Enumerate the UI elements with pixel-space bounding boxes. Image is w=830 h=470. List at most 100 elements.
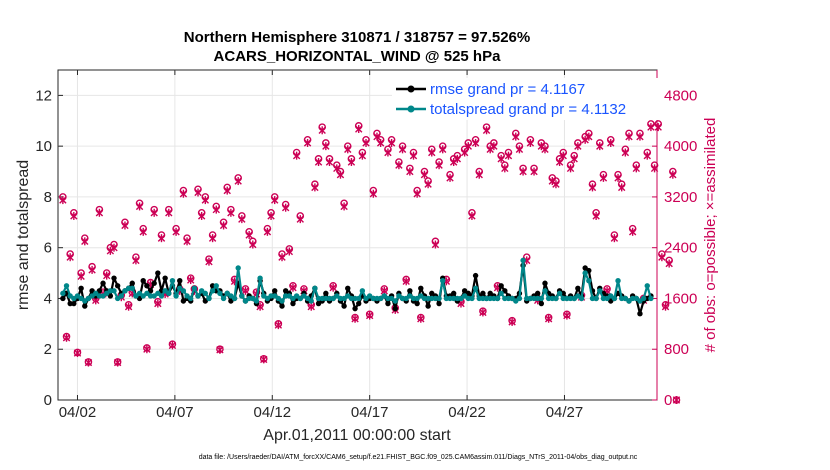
x-tick-label-5: 04/27	[546, 404, 584, 421]
assimilated-marker	[143, 345, 151, 354]
rmse-point	[534, 290, 541, 297]
assimilated-marker	[669, 170, 677, 179]
chart-title-line1: Northern Hemisphere 310871 / 318757 = 97…	[184, 29, 530, 46]
assimilated-marker	[135, 202, 144, 211]
assimilated-marker	[84, 358, 93, 367]
assimilated-marker	[347, 158, 356, 167]
assimilated-marker	[70, 211, 78, 220]
x-tick-label-0: 04/02	[59, 404, 97, 421]
totalspread-point	[640, 295, 647, 302]
totalspread-point	[597, 288, 603, 294]
rmse-point	[480, 290, 486, 297]
assimilated-marker	[59, 196, 67, 205]
assimilated-marker	[314, 158, 323, 167]
assimilated-marker	[285, 247, 294, 256]
assimilated-marker	[621, 148, 630, 157]
assimilated-marker	[468, 211, 476, 220]
assimilated-marker	[617, 183, 626, 192]
assimilated-marker	[515, 145, 524, 154]
totalspread-point	[60, 290, 66, 297]
totalspread-point	[648, 295, 654, 302]
assimilated-marker	[599, 173, 608, 182]
assimilated-marker	[260, 355, 268, 364]
rmse-point	[78, 285, 84, 292]
assimilated-marker	[201, 196, 210, 205]
legend-rmse-label: rmse grand pr = 4.1167	[430, 81, 585, 98]
totalspread-point	[206, 295, 212, 302]
assimilated-marker	[81, 237, 89, 246]
assimilated-marker	[150, 208, 158, 217]
y-right-tick-label-5: 4000	[664, 138, 697, 155]
totalspread-point	[217, 290, 223, 297]
assimilated-marker	[614, 173, 622, 182]
assimilated-marker	[355, 125, 363, 134]
assimilated-marker	[340, 202, 348, 211]
assimilated-marker	[187, 276, 195, 285]
totalspread-point	[209, 288, 216, 294]
totalspread-point	[312, 285, 318, 292]
totalspread-point	[166, 290, 172, 297]
totalspread-point	[239, 293, 245, 299]
assimilated-marker	[168, 341, 177, 350]
rmse-point	[100, 280, 106, 286]
assimilated-marker	[289, 283, 297, 292]
totalspread-point	[158, 293, 165, 299]
assimilated-marker	[73, 349, 82, 358]
assimilated-marker	[278, 253, 286, 262]
assimilated-marker	[563, 311, 571, 320]
rmse-point	[272, 288, 278, 294]
assimilated-marker	[172, 227, 180, 236]
assimilated-marker	[541, 145, 549, 154]
assimilated-marker	[121, 221, 129, 230]
x-axis-label: Apr.01,2011 00:00:00 start	[263, 427, 451, 444]
rmse-point	[538, 300, 545, 307]
rmse-point	[323, 290, 329, 297]
x-tick-label-3: 04/17	[351, 404, 389, 421]
left-y-axis: 0 2 4 6 8 10 12	[35, 87, 63, 409]
totalspread-point	[279, 298, 285, 304]
rmse-point	[279, 303, 285, 309]
assimilated-marker	[632, 164, 640, 173]
rmse-point	[414, 300, 420, 307]
assimilated-marker	[318, 126, 326, 135]
assimilated-marker	[446, 173, 454, 182]
data-file-footnote: data file: /Users/raeder/DAI/ATM_forcXX/…	[199, 454, 638, 461]
totalspread-point	[257, 275, 263, 281]
assimilated-marker	[544, 314, 553, 323]
assimilated-marker	[292, 151, 301, 160]
totalspread-point	[195, 293, 201, 299]
assimilated-marker	[132, 256, 140, 265]
assimilated-marker	[227, 208, 235, 217]
totalspread-point	[436, 295, 442, 302]
rmse-point	[60, 295, 66, 302]
totalspread-point	[129, 285, 135, 292]
rmse-point	[425, 303, 431, 309]
assimilated-marker	[501, 164, 509, 173]
rmse-point	[111, 275, 117, 281]
assimilated-marker	[274, 321, 283, 330]
rmse-point	[341, 303, 347, 309]
assimilated-marker	[409, 151, 418, 160]
rmse-point	[82, 303, 88, 309]
y-left-tick-label-6: 12	[35, 87, 52, 104]
assimilated-marker	[665, 259, 673, 268]
assimilated-marker	[351, 314, 359, 323]
assimilated-marker	[95, 208, 104, 217]
totalspread-point	[593, 295, 599, 302]
assimilated-marker	[62, 333, 71, 342]
assimilated-marker	[88, 265, 96, 274]
rmse-point	[356, 300, 362, 307]
totalspread-point	[359, 288, 366, 294]
assimilated-marker	[654, 123, 662, 132]
assimilated-marker	[249, 240, 257, 249]
assimilated-marker	[384, 148, 392, 157]
assimilated-marker	[464, 142, 472, 151]
assimilated-marker	[336, 170, 345, 179]
totalspread-point	[586, 277, 592, 284]
rmse-point	[498, 283, 504, 289]
assimilated-marker	[519, 167, 527, 176]
assimilated-marker	[566, 164, 575, 173]
totalspread-point	[469, 295, 475, 302]
totalspread-point	[538, 295, 545, 302]
assimilated-marker	[420, 170, 429, 179]
